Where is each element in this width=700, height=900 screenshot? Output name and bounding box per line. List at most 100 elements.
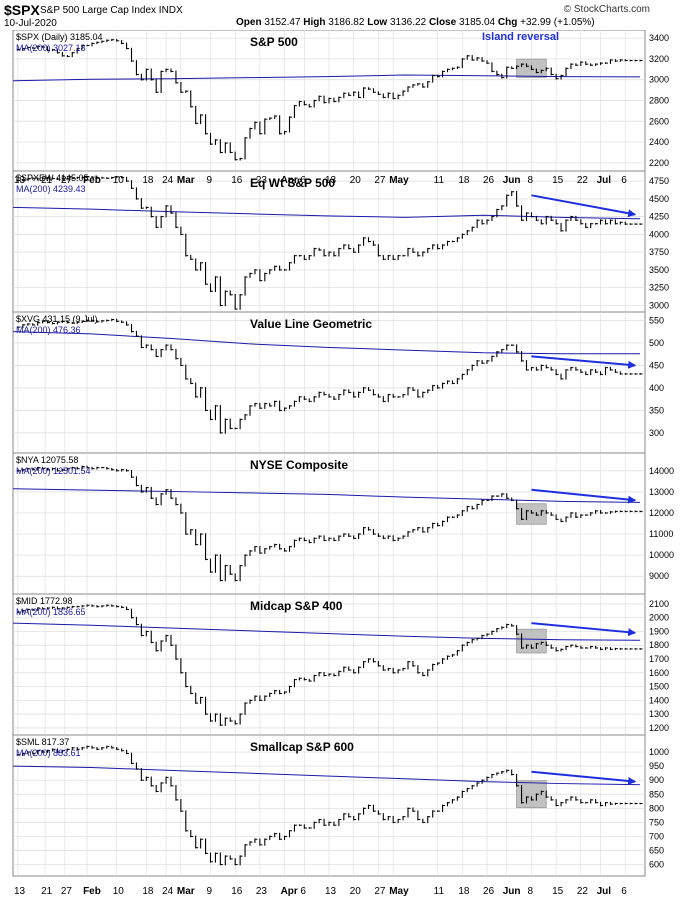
trend-arrow (531, 622, 637, 637)
y-tick-label: 1800 (649, 640, 669, 650)
x-tick-label: 24 (162, 886, 174, 897)
panel-title: Midcap S&P 400 (250, 599, 343, 613)
x-tick-label: 26 (483, 886, 495, 897)
panel-title: Value Line Geometric (250, 317, 372, 331)
y-tick-label: 3250 (649, 283, 669, 293)
x-tick-label: 16 (231, 175, 243, 186)
open-value: 3152.47 (264, 17, 301, 28)
x-tick-label: 18 (142, 886, 154, 897)
y-tick-label: 1000 (649, 747, 669, 757)
y-tick-label: 1400 (649, 695, 669, 705)
legend-price: $MID 1772.98 (16, 596, 73, 606)
x-tick-label: Jun (503, 175, 521, 186)
x-tick-label: 27 (374, 886, 386, 897)
legend-ma: MA(200) 1836.65 (16, 607, 86, 617)
x-tick-label: 21 (41, 886, 53, 897)
x-tick-label: 23 (256, 886, 268, 897)
y-tick-label: 550 (649, 315, 664, 325)
change-label: Chg (497, 17, 518, 28)
trend-arrow (531, 194, 637, 218)
x-tick-label: 16 (231, 886, 243, 897)
y-tick-label: 350 (649, 405, 664, 415)
index-name: S&P 500 Large Cap Index INDX (40, 5, 183, 16)
annotation: Island reversal (482, 31, 559, 43)
legend-ma: MA(200) 883.61 (16, 748, 81, 758)
ma-line (12, 74, 641, 82)
panel-title: S&P 500 (250, 35, 298, 49)
legend-ma: MA(200) 476.36 (16, 325, 81, 335)
x-tick-label: 18 (142, 175, 154, 186)
low-value: 3136.22 (390, 17, 427, 28)
x-tick-label: Feb (83, 175, 101, 186)
panel-4: 9000 10000 11000 12000 13000 14000 NYSE Compos… (12, 452, 674, 595)
x-tick-label: 22 (577, 886, 589, 897)
x-tick-label: 13 (325, 886, 337, 897)
y-tick-label: 450 (649, 360, 664, 370)
y-tick-label: 950 (649, 761, 664, 771)
x-tick-label: Feb (83, 886, 101, 897)
x-tick-label: 13 (325, 175, 337, 186)
x-tick-label: 20 (350, 175, 362, 186)
y-tick-label: 2600 (649, 116, 669, 126)
x-tick-label: 13 (14, 886, 26, 897)
panel-1: 2200 2400 2600 2800 3000 3200 3400 S&P 500 $SPX … (12, 30, 669, 172)
x-tick-label: 27 (374, 175, 386, 186)
legend-ma: MA(200) 4239.43 (16, 184, 86, 194)
high-value: 3186.82 (328, 17, 365, 28)
panel-title: Eq Wt S&P 500 (250, 176, 335, 190)
x-tick-label: 9 (207, 886, 213, 897)
high-label: High (303, 17, 326, 28)
y-tick-label: 4500 (649, 194, 669, 204)
x-tick-label: 10 (113, 886, 125, 897)
x-tick-label: 23 (256, 175, 268, 186)
x-tick-label: 24 (162, 175, 174, 186)
y-tick-label: 850 (649, 789, 664, 799)
x-tick-label: Jul (597, 175, 612, 186)
x-tick-label: 6 (621, 886, 627, 897)
y-tick-label: 4250 (649, 212, 669, 222)
y-tick-label: 3200 (649, 54, 669, 64)
x-tick-label: 20 (350, 886, 362, 897)
y-tick-label: 1500 (649, 682, 669, 692)
y-tick-label: 14000 (649, 466, 674, 476)
x-tick-label: 11 (434, 886, 445, 897)
y-tick-label: 400 (649, 383, 664, 393)
low-label: Low (367, 17, 388, 28)
x-tick-label: 11 (434, 175, 445, 186)
y-tick-label: 3750 (649, 247, 669, 257)
y-tick-label: 2800 (649, 96, 669, 106)
legend-price: $SPXEW 4145.05 (16, 173, 89, 183)
x-tick-label: Jun (503, 886, 521, 897)
quote-date: 10-Jul-2020 (4, 18, 57, 29)
ohlc-summary: Open 3152.47 High 3186.82 Low 3136.22 Cl… (236, 17, 595, 28)
legend-ma: MA(200) 12501.54 (16, 466, 91, 476)
x-tick-label: Mar (177, 175, 195, 186)
y-tick-label: 11000 (649, 529, 673, 539)
panel-2: 3000 3250 3500 3750 4000 4250 4500 4750 Eq Wt S&… (12, 170, 669, 313)
y-tick-label: 2000 (649, 613, 669, 623)
legend-price: $SPX (Daily) 3185.04 (16, 32, 103, 42)
y-tick-label: 1300 (649, 709, 669, 719)
x-tick-label: 15 (552, 175, 564, 186)
y-tick-label: 300 (649, 428, 664, 438)
symbol: $SPX (4, 2, 40, 18)
chart-canvas: 2200 2400 2600 2800 3000 3200 3400 S&P 500 $SPX … (12, 30, 674, 897)
y-tick-label: 1900 (649, 626, 669, 636)
trend-arrow (531, 770, 637, 785)
x-tick-label: 10 (113, 175, 125, 186)
ma-line (12, 622, 641, 641)
change-value: +32.99 (+1.05%) (520, 17, 595, 28)
panel-5: 1200 1300 1400 1500 1600 1700 1800 1900 2000 2100… (12, 593, 669, 736)
ma-line (12, 331, 641, 355)
y-tick-label: 900 (649, 775, 664, 785)
y-tick-label: 3400 (649, 33, 669, 43)
y-tick-label: 2400 (649, 137, 669, 147)
y-tick-label: 12000 (649, 508, 674, 518)
y-tick-label: 1200 (649, 723, 669, 733)
x-tick-label: 8 (527, 886, 533, 897)
y-tick-label: 13000 (649, 487, 674, 497)
x-tick-label: 15 (552, 886, 564, 897)
x-tick-label: May (389, 175, 409, 186)
ma-line (12, 206, 641, 220)
y-tick-label: 600 (649, 860, 664, 870)
